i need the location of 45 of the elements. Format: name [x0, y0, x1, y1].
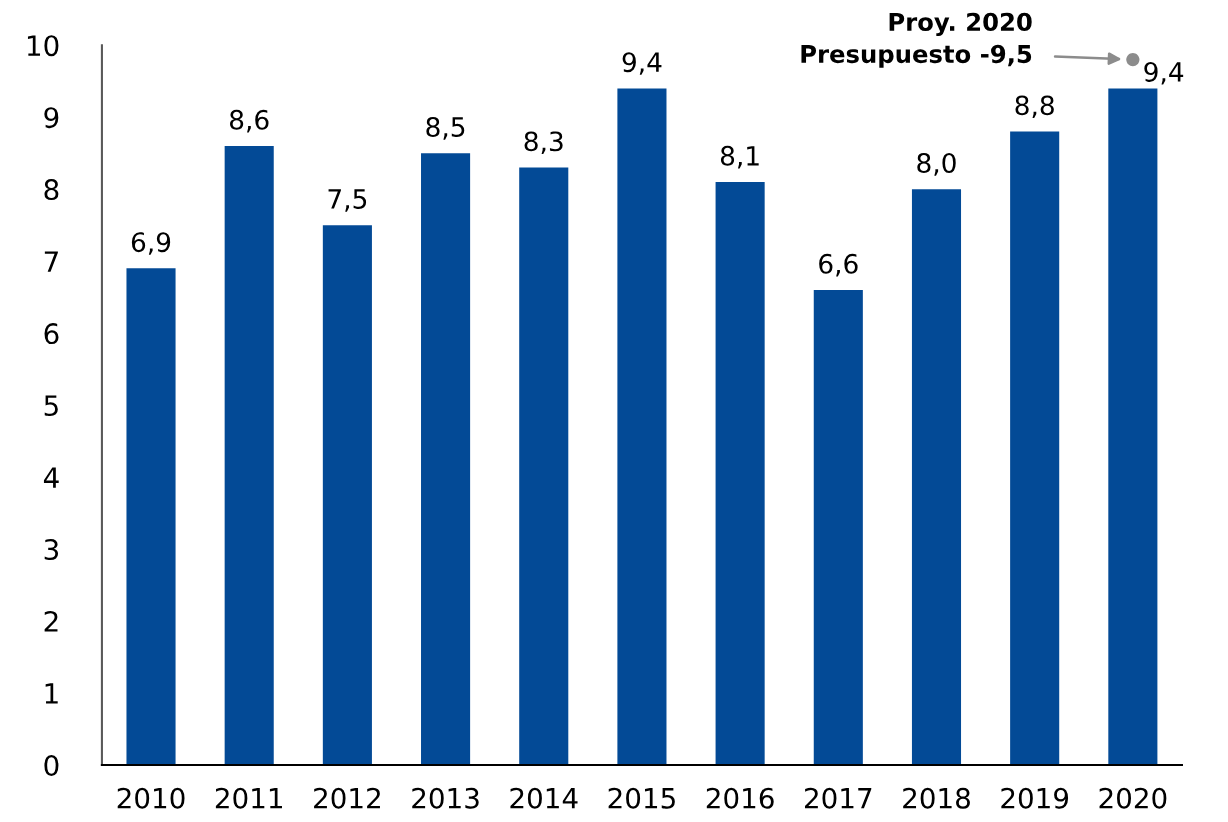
- y-tick-label: 9: [44, 107, 59, 129]
- y-tick-label: 6: [44, 323, 59, 345]
- x-tick-label: 2020: [1099, 787, 1167, 809]
- bar: [911, 189, 962, 766]
- data-label: 8,8: [1015, 95, 1054, 119]
- bar: [224, 145, 274, 766]
- x-tick-label: 2017: [804, 787, 872, 809]
- bar: [519, 167, 569, 766]
- data-label: 9,4: [622, 52, 662, 75]
- y-tick-label: 2: [44, 611, 58, 632]
- annotation: Proy. 2020 Presupuesto -9,5: [801, 12, 1032, 68]
- x-tick-label: 2010: [117, 787, 185, 809]
- data-label: 6,6: [819, 253, 858, 277]
- data-label: 8,6: [230, 109, 269, 133]
- y-tick-label: 1: [45, 683, 58, 704]
- bar: [322, 225, 372, 766]
- data-label: 8,3: [524, 131, 563, 155]
- data-label: 8,5: [426, 117, 465, 140]
- x-tick-label: 2014: [510, 787, 578, 809]
- y-tick-label: 7: [44, 251, 58, 272]
- data-label: 8,1: [720, 145, 759, 169]
- data-label: 7,5: [328, 189, 367, 212]
- data-label: 9,4: [1144, 61, 1184, 85]
- x-tick-label: 2013: [412, 787, 479, 809]
- x-tick-label: 2016: [706, 787, 774, 809]
- x-tick-label: 2011: [215, 787, 282, 809]
- bar: [1108, 88, 1158, 766]
- y-tick-label: 8: [44, 179, 59, 201]
- x-tick-label: 2015: [608, 787, 675, 809]
- bar: [1010, 131, 1060, 766]
- bar: [421, 153, 471, 766]
- bar: [813, 289, 863, 766]
- y-tick-label: 4: [43, 467, 59, 488]
- y-tick-label: 3: [44, 539, 59, 561]
- bar: [617, 88, 667, 766]
- y-tick-label: 10: [27, 35, 59, 57]
- y-tick-label: 5: [44, 395, 58, 417]
- data-label: 6,9: [131, 232, 171, 255]
- bar: [126, 268, 176, 766]
- x-tick-label: 2018: [903, 787, 970, 809]
- data-label: 8,0: [917, 152, 956, 176]
- bar: [715, 181, 765, 766]
- x-tick-label: 2012: [314, 787, 380, 809]
- y-tick-label: 0: [44, 754, 59, 776]
- x-tick-label: 2019: [1001, 787, 1069, 809]
